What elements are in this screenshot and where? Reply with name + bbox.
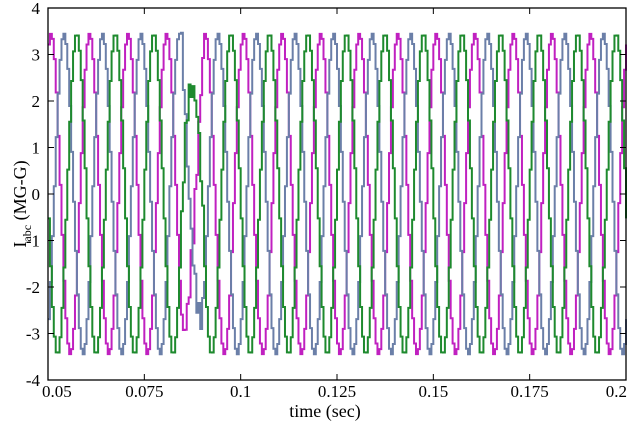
- x-tick-label: 0.05: [42, 382, 72, 401]
- y-axis-label-sub: abc: [20, 225, 34, 242]
- y-tick-label: -4: [26, 371, 41, 390]
- x-tick-label: 0.15: [418, 382, 448, 401]
- y-axis-label-main: I: [10, 242, 30, 248]
- series-layer: [48, 31, 627, 356]
- y-tick-label: -1: [26, 232, 40, 251]
- y-axis-label: Iabc (MG-G): [10, 160, 34, 247]
- y-tick-label: 1: [32, 139, 41, 158]
- y-tick-label: -2: [26, 278, 40, 297]
- y-tick-label: 0: [32, 185, 41, 204]
- series-line: [48, 31, 627, 356]
- x-axis-label: time (sec): [289, 401, 360, 421]
- x-tick-label: 0.1: [230, 382, 251, 401]
- x-tick-label: 0.175: [511, 382, 549, 401]
- series-line: [48, 34, 627, 354]
- x-tick-label: 0.075: [125, 382, 163, 401]
- y-axis-label-suffix: (MG-G): [10, 160, 31, 225]
- y-tick-label: 4: [32, 0, 41, 18]
- x-tick-label: 0.2: [606, 382, 627, 401]
- y-tick-label: 2: [32, 92, 41, 111]
- series-line: [48, 32, 627, 356]
- y-tick-label: -3: [26, 325, 40, 344]
- x-tick-label: 0.125: [318, 382, 356, 401]
- ticks-layer: 0.05 0.075 0.1 0.125 0.15 0.175 0.2 -4 -3 -2 -1 0 1 2…: [26, 0, 627, 401]
- y-tick-label: 3: [32, 46, 41, 65]
